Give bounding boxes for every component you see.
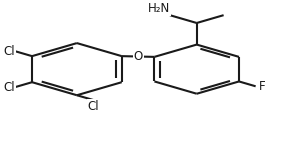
Text: Cl: Cl bbox=[88, 100, 99, 113]
Text: F: F bbox=[259, 80, 265, 93]
Text: H₂N: H₂N bbox=[148, 2, 170, 15]
Text: O: O bbox=[134, 50, 143, 63]
Text: Cl: Cl bbox=[4, 45, 15, 58]
Text: Cl: Cl bbox=[4, 81, 15, 94]
